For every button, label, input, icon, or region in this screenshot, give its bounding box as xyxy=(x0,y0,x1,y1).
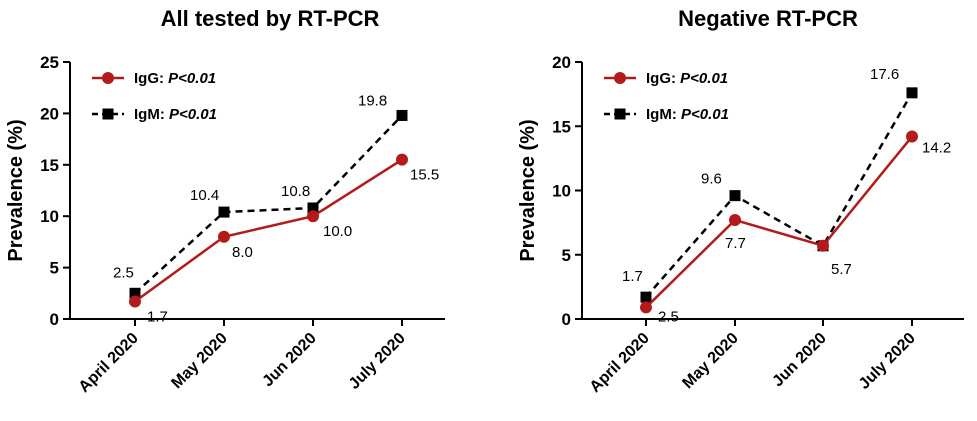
data-point-igm xyxy=(129,287,141,299)
data-label-igm: 9.6 xyxy=(701,171,722,188)
chart-2: Negative RT-PCR Prevalence (%) 0 5 10 15 20 Apr… xyxy=(517,6,964,396)
chart-title: All tested by RT-PCR xyxy=(161,6,380,31)
y-tick-label: 0 xyxy=(50,310,59,329)
data-point-igm xyxy=(218,206,230,218)
y-tick-label: 15 xyxy=(40,156,59,175)
legend-label-igg: IgG: P<0.01 xyxy=(134,70,216,87)
data-point-igm xyxy=(307,202,319,214)
data-point-igg xyxy=(129,295,141,308)
x-tick-label: July 2020 xyxy=(856,330,919,393)
data-label-igm: 10.4 xyxy=(190,187,219,204)
y-tick-label: 20 xyxy=(552,53,571,72)
data-label-igg: 2.5 xyxy=(658,308,679,325)
data-label-igg: 14.2 xyxy=(922,140,951,157)
y-tick-label: 5 xyxy=(562,246,571,265)
data-point-igg xyxy=(729,214,741,227)
x-tick-label: April 2020 xyxy=(587,330,653,396)
data-label-igg: 7.7 xyxy=(725,235,746,252)
data-label-igm: 10.8 xyxy=(281,183,310,200)
data-label-igg: 1.7 xyxy=(147,309,168,326)
data-label-igg: 10.0 xyxy=(323,223,352,240)
x-tick-label: May 2020 xyxy=(679,330,741,392)
series-line-igg xyxy=(134,158,403,303)
y-tick-label: 10 xyxy=(40,207,59,226)
legend-series-name: IgM: xyxy=(646,106,681,123)
legend-p-value: P<0.01 xyxy=(681,106,729,123)
legend-label-igg: IgG: P<0.01 xyxy=(646,70,728,87)
series-igg: 1.7 8.0 10.0 15.5 xyxy=(129,153,439,326)
legend-marker-igm xyxy=(614,108,626,120)
x-tick-label: May 2020 xyxy=(168,330,230,392)
legend-p-value: P<0.01 xyxy=(169,106,217,123)
legend-p-value: P<0.01 xyxy=(168,70,216,87)
legend-marker-igm xyxy=(102,108,114,120)
data-point-igg xyxy=(817,239,829,252)
data-point-igg xyxy=(640,301,652,314)
data-label-igg: 15.5 xyxy=(410,167,439,184)
x-tick-label: July 2020 xyxy=(346,330,409,393)
data-point-igm xyxy=(396,109,408,121)
data-point-igg xyxy=(307,210,319,223)
y-tick-label: 15 xyxy=(552,117,571,136)
y-tick-label: 5 xyxy=(50,259,59,278)
y-axis-label: Prevalence (%) xyxy=(517,119,539,261)
chart-1: All tested by RT-PCR Prevalence (%) 0 5 10 15… xyxy=(5,6,445,396)
legend-series-name: IgG: xyxy=(646,70,680,87)
chart-title: Negative RT-PCR xyxy=(678,6,858,31)
data-label-igm: 2.5 xyxy=(113,264,134,281)
data-point-igm xyxy=(640,291,652,303)
data-label-igm: 1.7 xyxy=(622,268,643,285)
series-igm: 2.5 10.4 10.8 19.8 xyxy=(113,92,408,299)
legend-series-name: IgM: xyxy=(134,106,169,123)
legend-label-igm: IgM: P<0.01 xyxy=(134,106,217,123)
series-line-igm xyxy=(134,114,403,295)
data-label-igg: 8.0 xyxy=(232,244,253,261)
series-line-igg xyxy=(645,135,913,309)
data-label-igm: 19.8 xyxy=(358,92,387,109)
legend-marker-igg xyxy=(102,72,114,84)
y-tick-label: 0 xyxy=(562,310,571,329)
data-point-igg xyxy=(396,153,408,166)
legend-series-name: IgG: xyxy=(134,70,168,87)
x-tick-label: Jun 2020 xyxy=(259,330,320,391)
x-tick-label: Jun 2020 xyxy=(769,330,830,391)
y-axis-label: Prevalence (%) xyxy=(5,119,27,261)
data-point-igm xyxy=(729,190,741,202)
data-point-igm xyxy=(906,87,918,99)
legend-p-value: P<0.01 xyxy=(680,70,728,87)
data-point-igg xyxy=(218,230,230,243)
series-line-igm xyxy=(645,92,914,298)
y-tick-label: 25 xyxy=(40,53,59,72)
legend-marker-igg xyxy=(614,72,626,84)
data-label-igm: 17.6 xyxy=(870,66,899,83)
data-point-igg xyxy=(906,130,918,143)
data-label-igg: 5.7 xyxy=(831,261,852,278)
x-tick-label: April 2020 xyxy=(76,330,142,396)
y-tick-label: 10 xyxy=(552,182,571,201)
series-igg: 2.5 7.7 5.7 14.2 xyxy=(640,130,951,325)
legend-label-igm: IgM: P<0.01 xyxy=(646,106,729,123)
y-tick-label: 20 xyxy=(40,104,59,123)
